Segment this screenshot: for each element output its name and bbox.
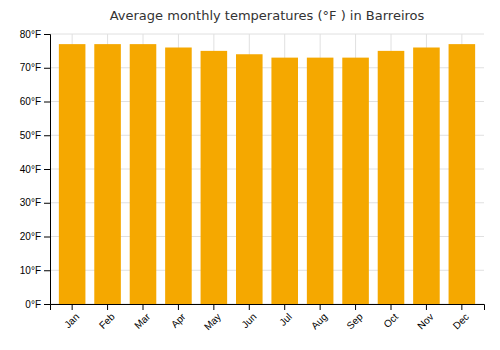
tick-label: 50°F bbox=[20, 130, 41, 141]
tick-label: 40°F bbox=[20, 164, 41, 175]
tick: 10°F bbox=[20, 265, 50, 276]
tick-mark bbox=[44, 169, 50, 170]
tick-label: Nov bbox=[415, 311, 435, 331]
tick: Mar bbox=[132, 304, 152, 331]
tick-label: Dec bbox=[451, 311, 471, 331]
tick-mark bbox=[44, 237, 50, 238]
tick-label: 60°F bbox=[20, 96, 41, 107]
tick-mark bbox=[320, 304, 321, 310]
bar bbox=[236, 54, 263, 304]
x-axis: Jan Feb Mar Apr May Jun Jul Aug Sep Oct Nov Dec bbox=[51, 304, 485, 332]
tick: Aug bbox=[309, 304, 329, 331]
bar bbox=[130, 44, 157, 304]
tick: 60°F bbox=[20, 96, 50, 107]
tick-mark bbox=[461, 304, 462, 310]
tick: 50°F bbox=[20, 130, 50, 141]
tick-label: 10°F bbox=[20, 265, 41, 276]
tick-mark bbox=[44, 34, 50, 35]
tick-label: 0°F bbox=[25, 299, 41, 310]
tick-mark bbox=[72, 304, 73, 310]
tick: Jul bbox=[277, 304, 294, 328]
axis-line bbox=[44, 35, 51, 305]
tick-label: 30°F bbox=[20, 197, 41, 208]
tick: Apr bbox=[169, 304, 188, 330]
tick-label: 70°F bbox=[20, 62, 41, 73]
tick-mark bbox=[44, 102, 50, 103]
grid bbox=[50, 34, 484, 304]
tick: May bbox=[202, 304, 223, 332]
tick-label: Jan bbox=[62, 311, 81, 330]
tick: 40°F bbox=[20, 164, 50, 175]
plot: 0°F 10°F 20°F 30°F 40°F 50°F 60°F 70°F 80°F Jan Fe… bbox=[20, 29, 485, 333]
tick-label: Aug bbox=[309, 311, 329, 331]
grid-line bbox=[50, 34, 484, 35]
tick-label: Apr bbox=[169, 311, 188, 330]
bar bbox=[165, 48, 192, 305]
tick-mark bbox=[143, 304, 144, 310]
tick: Dec bbox=[451, 304, 471, 331]
tick: 0°F bbox=[25, 299, 50, 310]
tick: 30°F bbox=[20, 197, 50, 208]
chart: 0°F 10°F 20°F 30°F 40°F 50°F 60°F 70°F 80°F Jan Fe… bbox=[0, 0, 500, 350]
tick-mark bbox=[426, 304, 427, 310]
tick-mark bbox=[107, 304, 108, 310]
tick-mark bbox=[44, 304, 50, 305]
bar bbox=[413, 48, 440, 305]
tick: Feb bbox=[97, 304, 117, 331]
tick: Sep bbox=[344, 304, 365, 331]
tick-mark bbox=[44, 135, 50, 136]
bar bbox=[342, 58, 369, 304]
tick-mark bbox=[284, 304, 285, 310]
tick: Nov bbox=[415, 304, 435, 331]
bar bbox=[201, 51, 228, 304]
tick-label: Mar bbox=[132, 311, 152, 331]
tick-mark bbox=[44, 203, 50, 204]
tick-label: 20°F bbox=[20, 231, 41, 242]
bars bbox=[59, 44, 475, 304]
tick-label: Sep bbox=[344, 311, 365, 332]
tick: 20°F bbox=[20, 231, 50, 242]
bar bbox=[59, 44, 86, 304]
tick-label: Feb bbox=[97, 311, 117, 331]
tick-label: May bbox=[202, 311, 223, 332]
tick-mark bbox=[213, 304, 214, 310]
bar bbox=[94, 44, 121, 304]
tick: Jan bbox=[62, 304, 81, 330]
bar bbox=[378, 51, 405, 304]
tick: 80°F bbox=[20, 29, 50, 40]
tick: Oct bbox=[381, 304, 400, 330]
tick-label: 80°F bbox=[20, 29, 41, 40]
tick: 70°F bbox=[20, 62, 50, 73]
title: Average monthly temperatures (°F ) in Ba… bbox=[110, 8, 425, 23]
bar bbox=[307, 58, 334, 304]
bar bbox=[271, 58, 298, 304]
tick-label: Oct bbox=[381, 311, 400, 330]
tick-mark bbox=[249, 304, 250, 310]
tick-mark bbox=[355, 304, 356, 310]
tick-mark bbox=[44, 270, 50, 271]
bar bbox=[449, 44, 476, 304]
axis-line bbox=[51, 305, 485, 311]
y-axis: 0°F 10°F 20°F 30°F 40°F 50°F 60°F 70°F 80°F bbox=[20, 29, 51, 310]
tick-label: Jul bbox=[277, 311, 294, 328]
tick-mark bbox=[44, 68, 50, 69]
tick-label: Jun bbox=[239, 311, 258, 330]
tick-mark bbox=[178, 304, 179, 310]
tick-mark bbox=[391, 304, 392, 310]
tick: Jun bbox=[239, 304, 258, 330]
